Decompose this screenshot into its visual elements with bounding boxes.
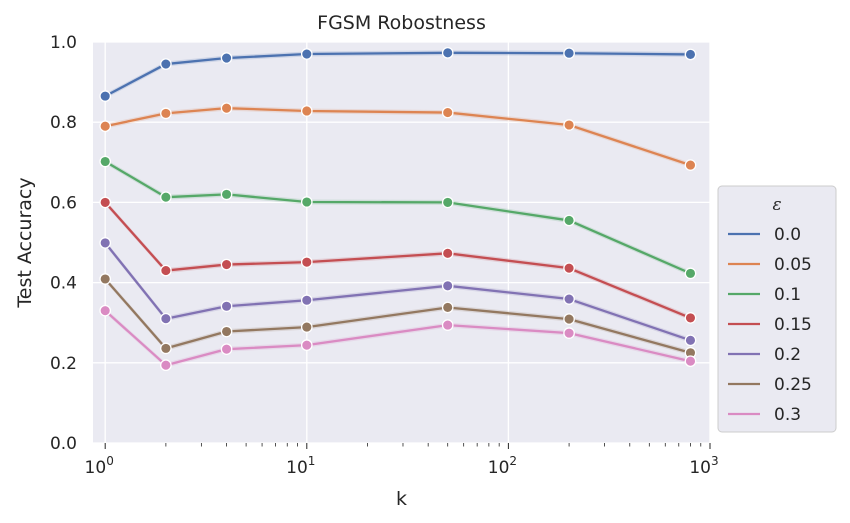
data-point <box>563 214 575 227</box>
data-point <box>160 359 172 372</box>
data-point <box>684 48 697 61</box>
data-point <box>220 300 233 313</box>
data-point <box>99 155 112 168</box>
legend-entry: 0.3 <box>774 405 801 425</box>
data-point <box>99 273 112 285</box>
data-point <box>563 119 575 131</box>
legend: ε 0.0 0.05 0.1 0.15 0.2 0.25 0.3 <box>717 185 837 433</box>
data-point <box>441 46 454 59</box>
data-point <box>220 325 233 338</box>
data-point <box>160 58 172 70</box>
data-point <box>684 312 697 324</box>
data-point <box>563 47 575 60</box>
data-point <box>220 258 233 271</box>
data-point <box>563 313 575 325</box>
data-point <box>99 120 112 133</box>
chart-title: FGSM Robostness <box>317 12 486 34</box>
data-point <box>160 264 172 277</box>
y-axis-label: Test Accuracy <box>14 177 36 308</box>
y-tick-label: 0.4 <box>50 274 77 294</box>
x-axis-label: k <box>396 488 407 510</box>
legend-entry: 0.2 <box>774 345 801 365</box>
series-0.15 <box>99 196 697 324</box>
data-point <box>563 293 575 305</box>
data-point <box>300 48 313 60</box>
x-tick-label: 102 <box>488 454 517 478</box>
series-0.2 <box>99 237 697 347</box>
data-point <box>160 107 172 120</box>
data-point <box>220 52 233 64</box>
legend-box <box>717 185 837 433</box>
data-point <box>563 262 575 275</box>
data-point <box>300 105 313 117</box>
data-point <box>441 301 454 314</box>
series-confidence-band <box>105 50 691 99</box>
data-point <box>300 196 313 208</box>
data-point <box>441 319 454 331</box>
legend-entry: 0.1 <box>774 285 801 305</box>
data-point <box>684 334 697 347</box>
legend-entry: 0.15 <box>774 315 812 335</box>
data-point <box>684 159 697 171</box>
series-0.0 <box>99 46 697 102</box>
data-point <box>99 237 112 249</box>
plot-area <box>93 42 710 443</box>
series-layer <box>99 46 697 372</box>
data-point <box>99 196 112 209</box>
tick-labels: 0.0 0.2 0.4 0.6 0.8 1.0 100 101 102 103 <box>50 33 719 478</box>
x-tick-label: 100 <box>85 454 114 478</box>
data-point <box>441 106 454 119</box>
data-point <box>99 304 112 317</box>
y-tick-label: 1.0 <box>50 33 77 53</box>
y-tick-label: 0.2 <box>50 354 77 374</box>
data-point <box>160 312 172 325</box>
data-point <box>441 196 454 209</box>
series-confidence-band <box>105 105 691 168</box>
y-tick-label: 0.8 <box>50 113 77 133</box>
series-0.3 <box>99 304 697 372</box>
data-point <box>220 102 233 115</box>
x-tick-label: 103 <box>689 454 718 478</box>
data-point <box>160 342 172 355</box>
series-0.1 <box>99 155 697 280</box>
series-0.05 <box>99 102 697 171</box>
data-point <box>684 355 697 368</box>
data-point <box>160 191 172 204</box>
data-point <box>300 294 313 307</box>
data-point <box>563 327 575 339</box>
data-point <box>220 343 233 356</box>
series-confidence-band <box>105 276 691 356</box>
legend-entry: 0.25 <box>774 375 812 395</box>
legend-title: ε <box>772 195 781 215</box>
series-0.25 <box>99 273 697 359</box>
legend-entry: 0.0 <box>774 225 801 245</box>
data-point <box>300 256 313 268</box>
data-point <box>441 279 454 292</box>
x-tick-label: 101 <box>286 454 315 478</box>
data-point <box>441 247 454 260</box>
data-point <box>300 339 313 352</box>
data-point <box>220 188 233 201</box>
data-point <box>99 90 112 102</box>
data-point <box>684 267 697 280</box>
legend-entry: 0.05 <box>774 255 812 275</box>
y-tick-label: 0.0 <box>50 434 77 454</box>
data-point <box>300 321 313 333</box>
y-tick-label: 0.6 <box>50 193 77 213</box>
